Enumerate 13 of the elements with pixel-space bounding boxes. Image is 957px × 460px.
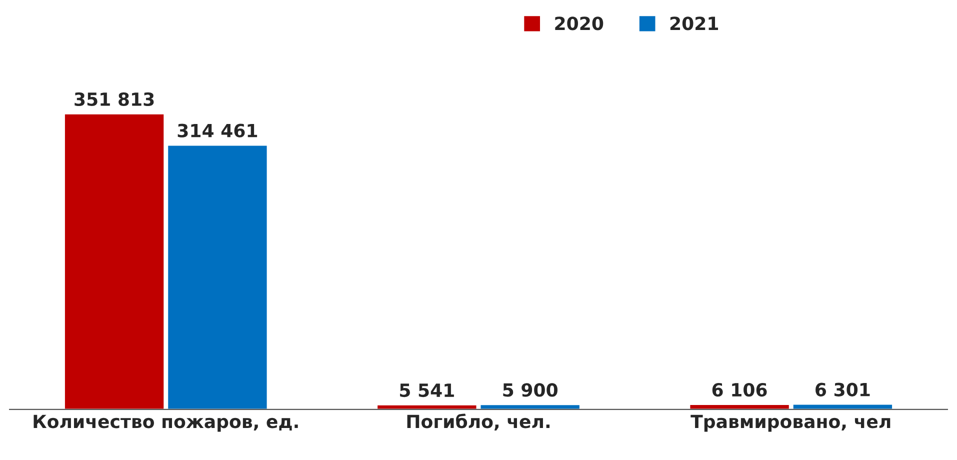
data-label: 6 106	[712, 382, 767, 397]
x-tick-label: Травмировано, чел	[690, 414, 890, 432]
bar	[376, 404, 478, 410]
legend-label: 2021	[670, 16, 718, 30]
data-label: 351 813	[74, 92, 154, 106]
x-tick-label: Количество пожаров, ед.	[34, 414, 298, 432]
data-label: 5 541	[400, 384, 454, 398]
data-label: 6 301	[816, 382, 870, 396]
bar	[479, 404, 581, 410]
x-tick-label: Погибло, чел.	[407, 414, 550, 431]
legend-label: 2020	[555, 16, 604, 30]
data-label: 314 461	[178, 124, 258, 138]
data-label: 5 900	[503, 383, 558, 397]
